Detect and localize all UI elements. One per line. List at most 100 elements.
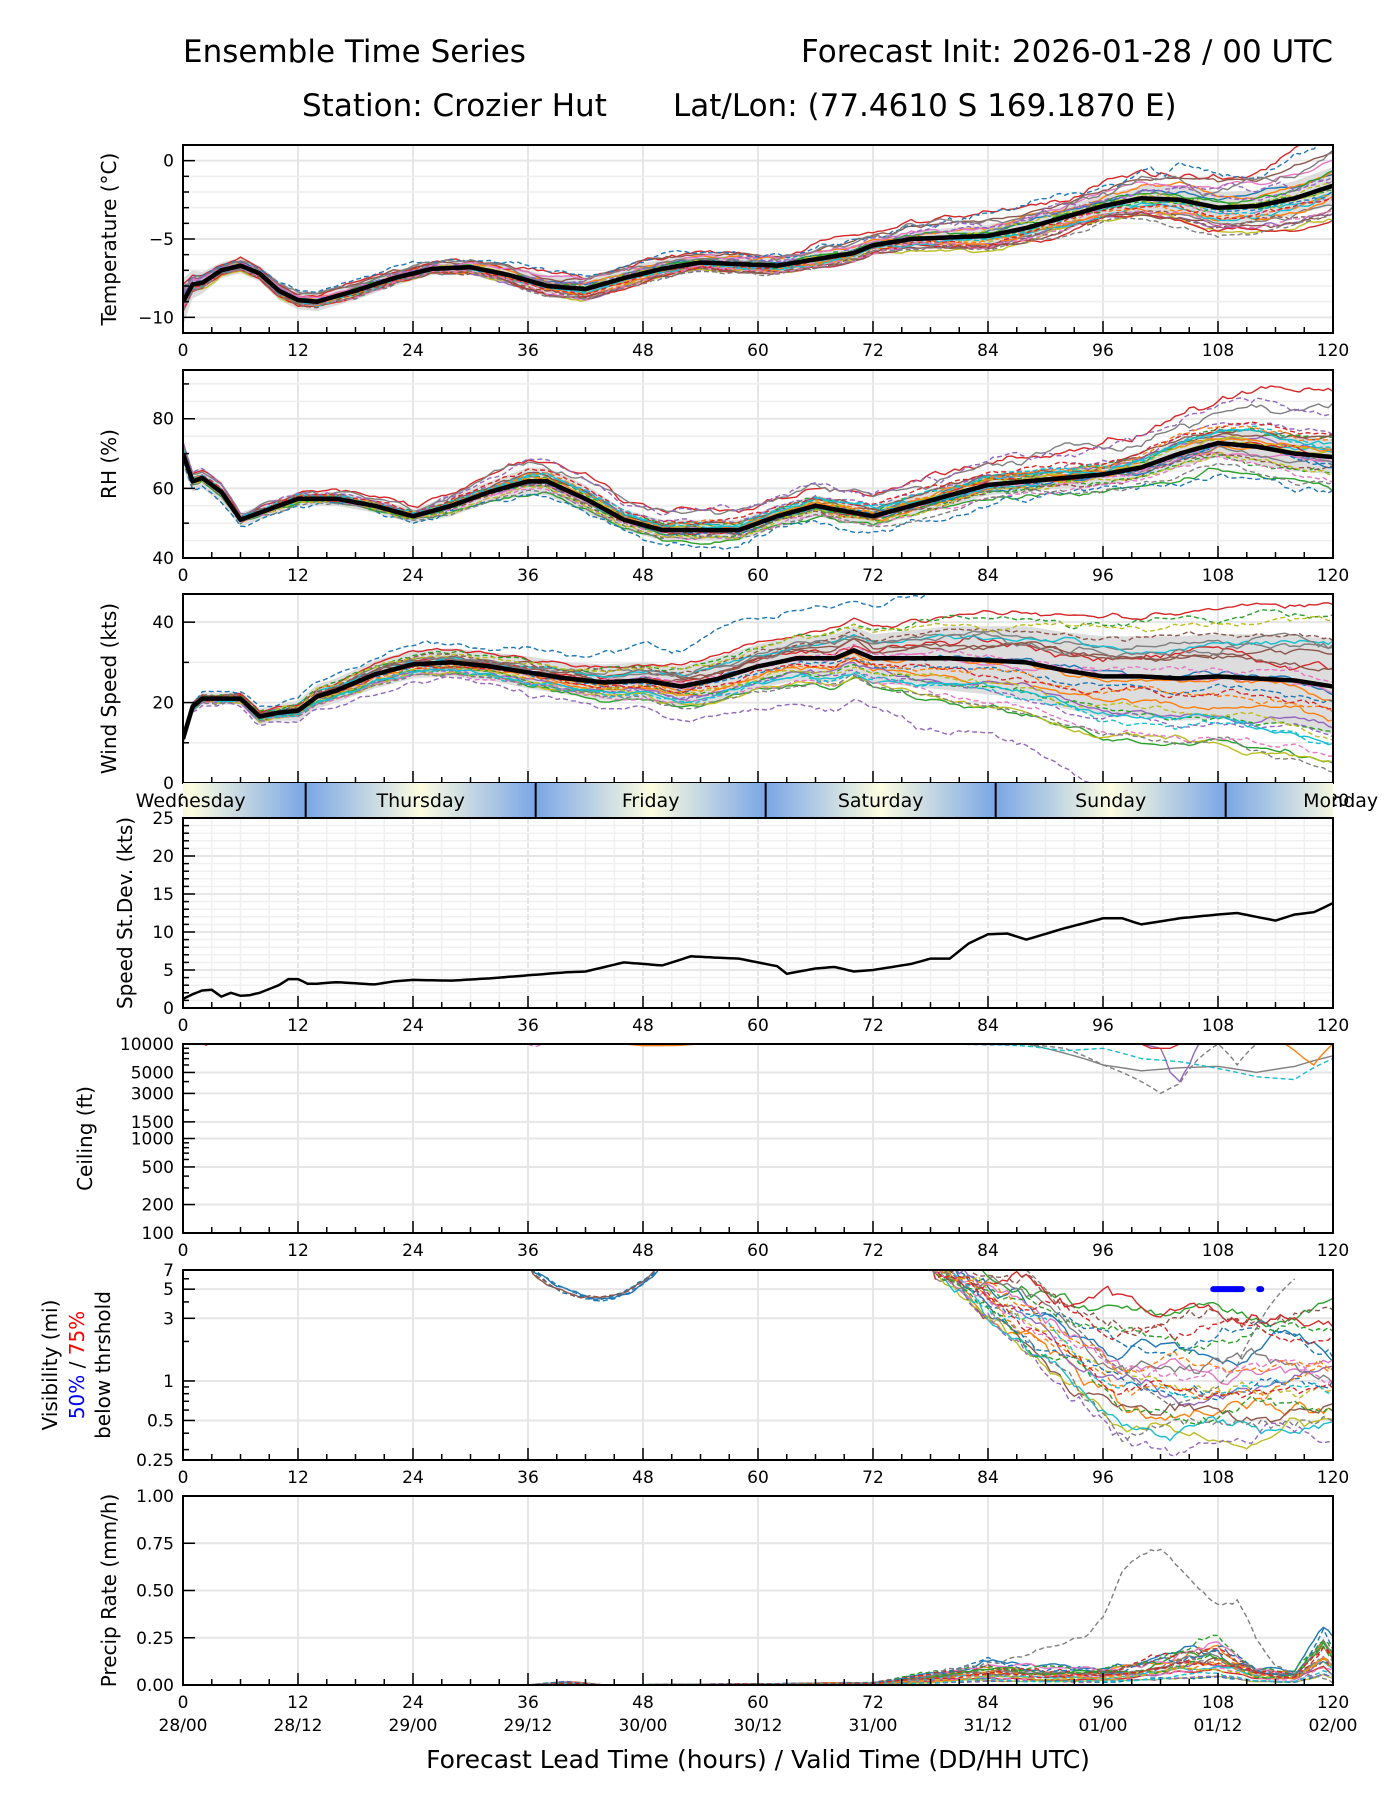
member-line (183, 1656, 1333, 1685)
y-tick-label: 5 (163, 961, 174, 981)
member-line (183, 1645, 1333, 1685)
x-tick-label: 0 (178, 1468, 189, 1488)
day-segment (305, 783, 536, 818)
x-tick-label: 72 (862, 1693, 884, 1713)
x-tick-label: 108 (1202, 1241, 1234, 1261)
member-line (183, 402, 1333, 515)
x-tick-label: 84 (977, 1693, 999, 1713)
member-line (183, 594, 1333, 737)
member-line (932, 1270, 1333, 1385)
legend-75pct: 75% (65, 1311, 89, 1355)
x-tick-label: 96 (1092, 566, 1114, 586)
panel-rh: 0 12 24 36 48 60 72 84 96 108 120 40 60 80 RH (%) (97, 369, 1349, 586)
valid-time-label: 30/12 (734, 1716, 783, 1736)
x-tick-label: 60 (747, 1241, 769, 1261)
y-tick-label: 60 (152, 479, 174, 499)
y-tick-label: 0.75 (136, 1534, 174, 1554)
panel-speed_stdev: 0 12 24 36 48 60 72 84 96 108 120 0 5 10 15 20 25 Speed S… (113, 809, 1349, 1036)
x-tick-label: 48 (632, 566, 654, 586)
x-tick-label: 12 (287, 341, 309, 361)
x-tick-label: 0 (178, 1693, 189, 1713)
x-tick-label: 36 (517, 1468, 539, 1488)
valid-time-label: 31/12 (964, 1716, 1013, 1736)
member-line (183, 460, 1333, 551)
valid-time-label: 01/12 (1194, 1716, 1243, 1736)
member-line (183, 602, 1333, 740)
x-tick-label: 36 (517, 341, 539, 361)
x-tick-label: 48 (632, 1016, 654, 1036)
x-tick-label: 84 (977, 1241, 999, 1261)
member-line (183, 152, 1333, 295)
x-tick-label: 36 (517, 1693, 539, 1713)
member-line (943, 1270, 1333, 1421)
member-line (942, 1270, 1333, 1425)
x-tick-label: 36 (517, 1241, 539, 1261)
y-tick-label: 1.00 (136, 1487, 174, 1507)
y-tick-label: 0 (163, 152, 174, 172)
x-tick-label: 120 (1317, 1241, 1349, 1261)
spread-band (183, 166, 1333, 326)
panel-ceiling: 0 12 24 36 48 60 72 84 96 108 120 100 200 500 10001500… (73, 1035, 1349, 1261)
member-line (183, 673, 1333, 773)
valid-time-label: 29/12 (504, 1716, 553, 1736)
y-tick-label: 3 (163, 1309, 174, 1329)
member-line (1026, 1044, 1333, 1074)
member-line (183, 668, 1333, 745)
ensemble-mean-line (183, 440, 1333, 533)
x-tick-label: 36 (517, 1016, 539, 1036)
member-line (931, 1270, 1333, 1346)
y-tick-label: −5 (149, 230, 174, 250)
y-tick-label: 10000 (120, 1035, 174, 1055)
member-line (183, 1627, 1333, 1685)
y-tick-label: 20 (152, 847, 174, 867)
x-tick-label: 12 (287, 566, 309, 586)
x-tick-label: 12 (287, 1241, 309, 1261)
x-tick-label: 48 (632, 341, 654, 361)
member-line (183, 421, 1333, 526)
ensemble-mean-line (183, 183, 1333, 304)
x-tick-label: 60 (747, 341, 769, 361)
plot-area (183, 385, 1333, 551)
y-tick-label: 500 (142, 1158, 174, 1178)
member-line (183, 627, 1333, 739)
y-tick-label: 0.25 (136, 1629, 174, 1649)
x-tick-label: 48 (632, 1468, 654, 1488)
y-tick-label: 20 (152, 694, 174, 714)
x-tick-label: 84 (977, 566, 999, 586)
y-axis-label: Wind Speed (kts) (97, 603, 121, 774)
x-tick-label: 108 (1202, 566, 1234, 586)
stdev-line (183, 901, 1333, 1001)
y-tick-label: 1 (163, 1372, 174, 1392)
day-label: Friday (622, 790, 680, 812)
member-line (183, 441, 1333, 536)
member-line (183, 451, 1333, 540)
day-segment (1225, 783, 1333, 818)
member-line (183, 1646, 1333, 1685)
x-tick-label: 72 (862, 341, 884, 361)
y-tick-label: 0.5 (147, 1411, 174, 1431)
member-line (934, 1270, 1333, 1375)
ensemble-mean-line (183, 648, 1333, 740)
day-label: Sunday (1075, 790, 1146, 812)
y-tick-label: 40 (152, 613, 174, 633)
member-line (183, 608, 1333, 738)
figure-title: Ensemble Time Series (183, 34, 526, 70)
day-band: Wednesday Thursday Friday Saturday Sunday Mon… (136, 783, 1378, 819)
valid-time-label: 28/12 (274, 1716, 323, 1736)
member-line (531, 1270, 1333, 1401)
member-line (934, 1270, 1333, 1450)
x-tick-label: 36 (517, 566, 539, 586)
x-tick-label: 84 (977, 341, 999, 361)
x-tick-label: 60 (747, 566, 769, 586)
y-axis-label: Visibility (mi) (38, 1300, 62, 1431)
member-line (183, 210, 1333, 310)
x-tick-label: 24 (402, 341, 424, 361)
member-line (531, 1270, 1333, 1358)
x-tick-label: 84 (977, 1016, 999, 1036)
y-axis-label-sub: below thrshold (91, 1291, 115, 1439)
day-label: Wednesday (136, 790, 246, 812)
x-tick-label: 60 (747, 1693, 769, 1713)
member-line (183, 385, 1333, 518)
x-tick-label: 48 (632, 1693, 654, 1713)
